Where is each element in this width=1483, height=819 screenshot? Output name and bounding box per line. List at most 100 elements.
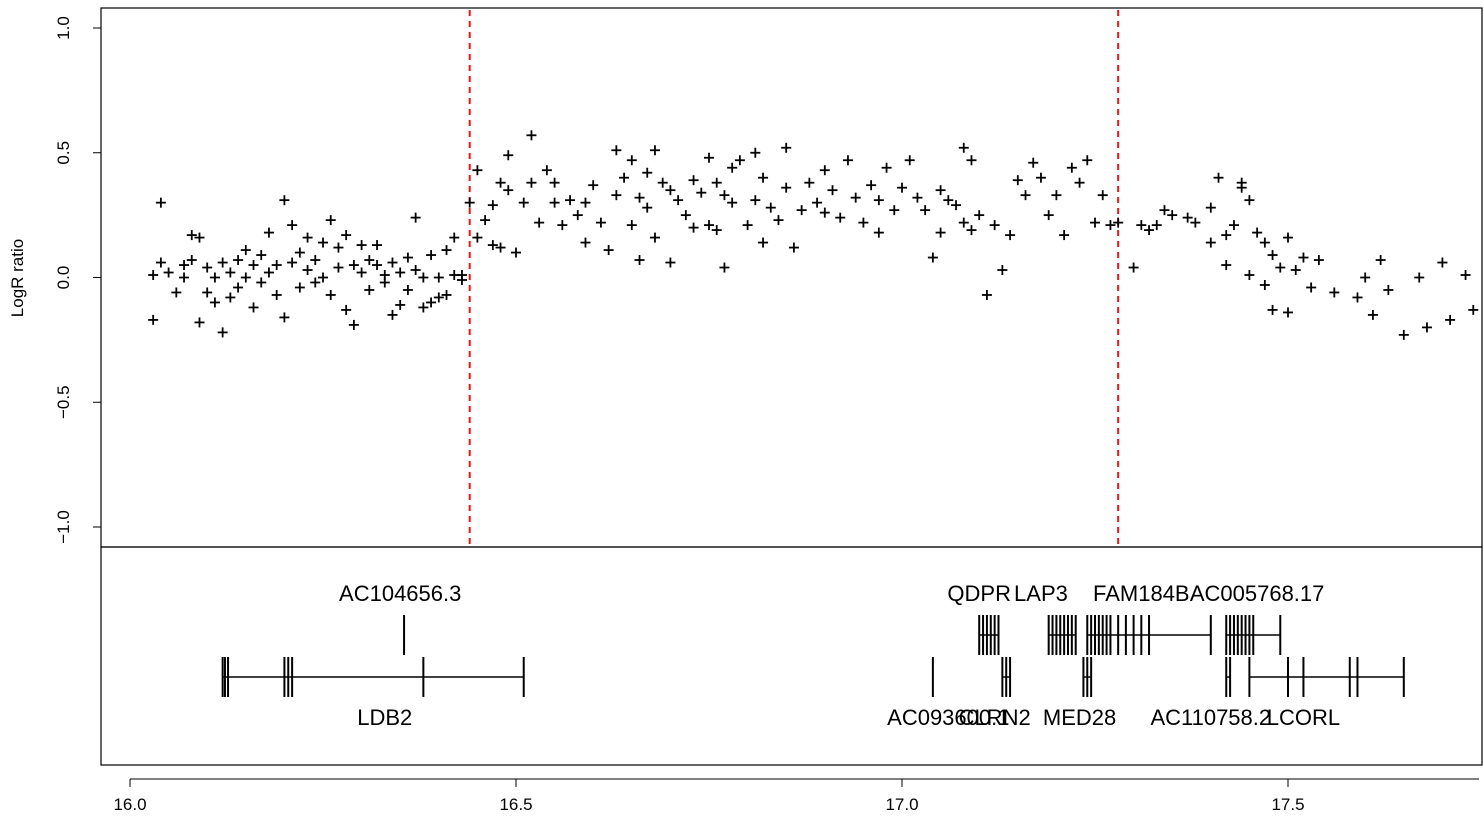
data-point (1398, 329, 1409, 340)
gene-label: QDPR (947, 581, 1011, 606)
data-point (333, 262, 344, 273)
data-point (202, 287, 213, 298)
data-point (1005, 230, 1016, 241)
data-point (704, 220, 714, 231)
data-point (318, 272, 328, 283)
data-point (372, 240, 383, 251)
data-point (904, 155, 915, 166)
data-point (696, 187, 707, 198)
y-tick-label: 0.5 (54, 141, 73, 165)
data-point (881, 162, 892, 173)
data-point (642, 202, 653, 213)
data-point (1066, 162, 1077, 173)
data-point (433, 292, 444, 303)
data-point (487, 240, 498, 251)
data-point (819, 207, 830, 218)
data-point (217, 257, 228, 268)
data-point (433, 272, 444, 283)
data-point (819, 165, 830, 176)
data-point (611, 145, 622, 156)
data-point (209, 272, 220, 283)
data-point (263, 227, 274, 238)
data-point (202, 262, 213, 273)
data-point (217, 327, 228, 338)
data-point (503, 185, 514, 196)
data-point (981, 289, 992, 300)
gene-lap3: LAP3 (1014, 581, 1077, 655)
data-point (943, 195, 954, 206)
data-point (356, 267, 367, 278)
data-point (1445, 314, 1456, 325)
data-point (1205, 237, 1216, 248)
data-point (325, 215, 336, 226)
data-point (410, 265, 421, 276)
data-point (665, 185, 676, 196)
data-point (318, 237, 328, 248)
data-point (1082, 155, 1093, 166)
data-point (750, 147, 761, 158)
gene-lcorl: LCORL (1248, 657, 1405, 730)
data-point (294, 247, 305, 258)
data-point (1182, 212, 1193, 223)
data-point (1360, 272, 1371, 283)
data-point (1275, 262, 1286, 273)
data-point (704, 152, 714, 163)
data-point (518, 197, 529, 208)
data-point (240, 245, 251, 256)
gene-ac005768-17: AC005768.17 (1190, 581, 1325, 655)
x-tick-label: 16.5 (499, 795, 532, 814)
data-point (364, 284, 375, 295)
data-point (927, 252, 938, 263)
data-point (1105, 220, 1116, 231)
data-point (495, 177, 506, 188)
data-point (449, 232, 460, 243)
gene-ldb2: LDB2 (221, 657, 525, 730)
data-point (1205, 202, 1216, 213)
gene-label: AC093600.1 (887, 705, 1009, 730)
data-point (1236, 177, 1247, 188)
data-point (541, 165, 552, 176)
data-point (549, 177, 560, 188)
gene-label: AC005768.17 (1190, 581, 1325, 606)
data-point (402, 284, 413, 295)
data-point (209, 297, 220, 308)
data-point (341, 230, 352, 241)
data-point (665, 257, 676, 268)
data-point (1375, 255, 1386, 266)
gene-clrn2: CLRN2 (959, 657, 1031, 730)
data-point (294, 282, 305, 293)
data-point (426, 297, 437, 308)
data-point (812, 197, 823, 208)
data-point (511, 247, 521, 258)
data-point (240, 272, 251, 283)
data-point (1228, 220, 1239, 231)
data-point (1090, 217, 1100, 228)
data-point (673, 195, 684, 206)
data-point (233, 282, 244, 293)
data-point (310, 277, 321, 288)
data-point (727, 197, 738, 208)
data-point (1190, 217, 1201, 228)
data-point (194, 232, 205, 243)
data-point (711, 225, 722, 236)
data-point (680, 210, 691, 221)
data-point (1213, 172, 1224, 183)
data-point (194, 317, 205, 328)
data-point (410, 212, 421, 223)
data-point (348, 260, 359, 271)
data-point (348, 319, 359, 330)
data-point (974, 210, 985, 221)
data-point (379, 270, 390, 281)
data-point (1290, 265, 1301, 276)
data-point (595, 217, 606, 228)
scatter-panel: −1.0 −0.5 0.0 0.5 1.0 (54, 7, 1483, 548)
data-point (1414, 272, 1425, 283)
data-point (472, 232, 483, 243)
data-point (966, 155, 977, 166)
data-point (1352, 292, 1363, 303)
data-point (1012, 175, 1023, 186)
data-point (1298, 252, 1309, 263)
data-point (642, 167, 653, 178)
data-point (148, 270, 159, 281)
